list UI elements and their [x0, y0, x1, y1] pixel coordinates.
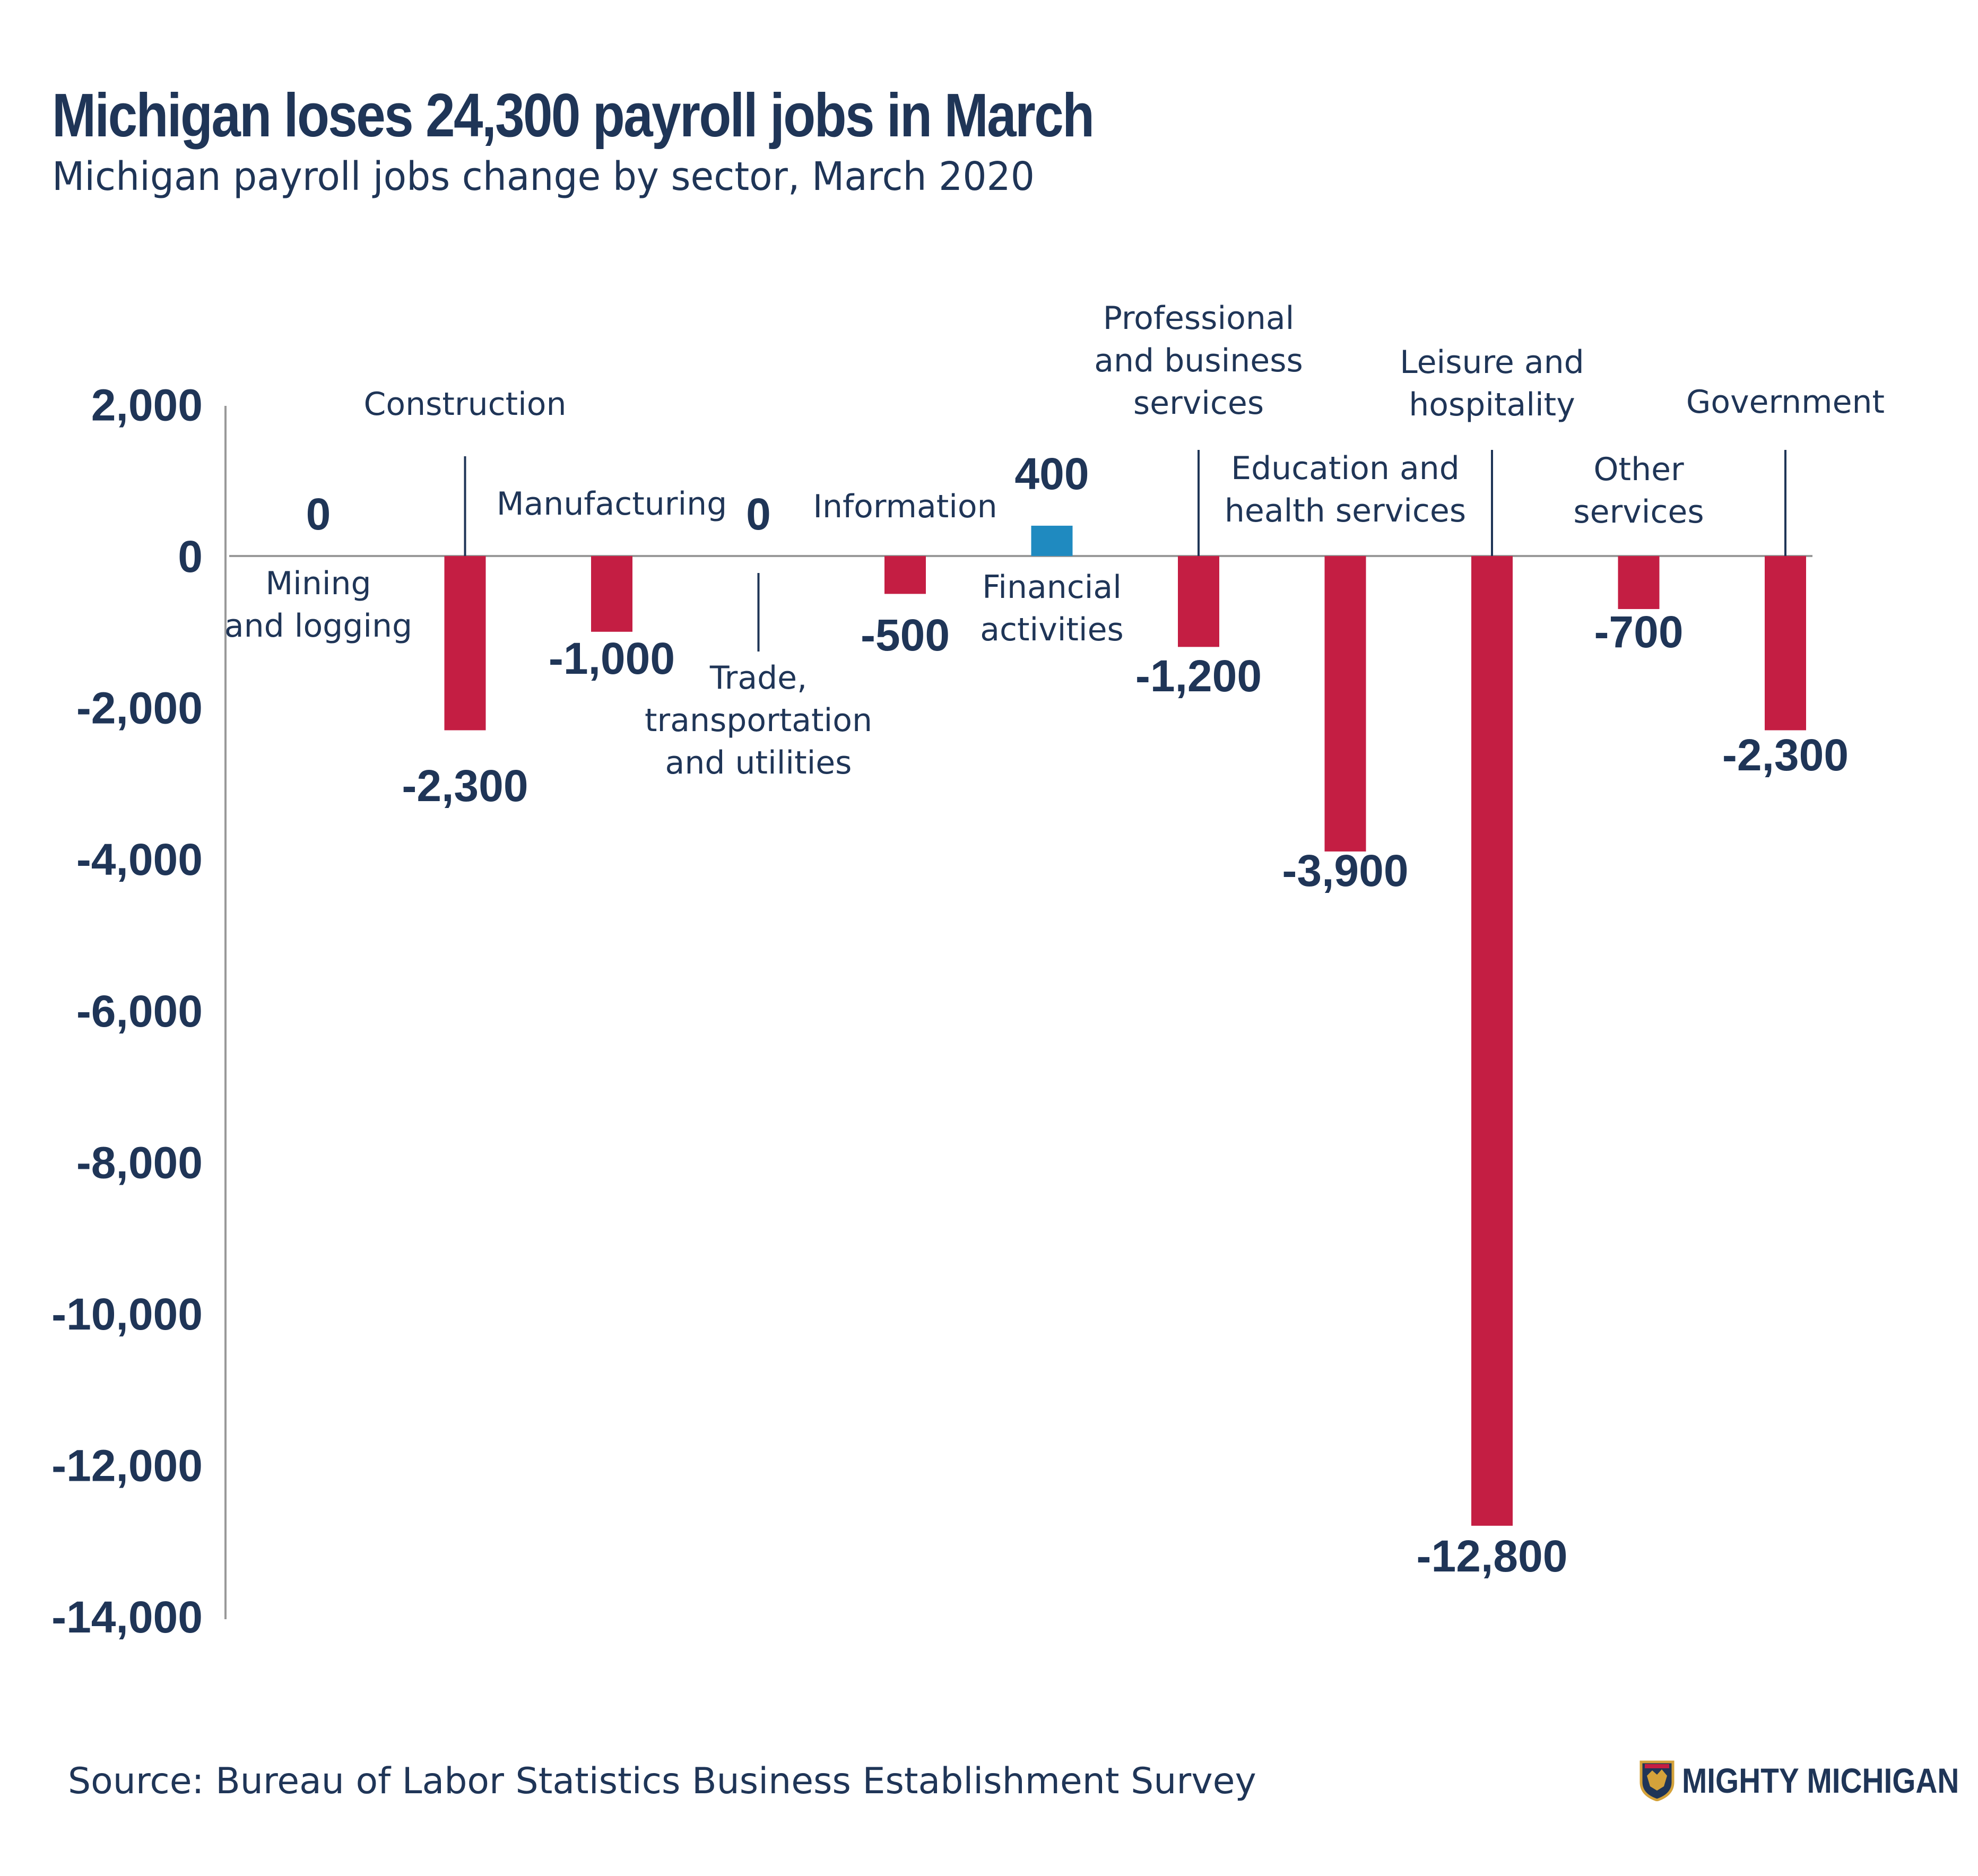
category-label: services [1573, 493, 1704, 531]
bar [1031, 525, 1073, 556]
bar [1324, 556, 1366, 852]
data-label: 0 [306, 489, 331, 539]
bar [591, 556, 632, 632]
category-label: Construction [363, 386, 566, 423]
data-label: -700 [1594, 607, 1683, 657]
bar [1471, 556, 1513, 1526]
y-tick-label: -14,000 [51, 1592, 203, 1642]
category-label: transportation [645, 702, 872, 739]
data-label: -1,200 [1135, 651, 1262, 701]
bar [444, 556, 486, 731]
brand-logo: MIGHTY MICHIGAN [1639, 1759, 1978, 1802]
category-label: Manufacturing [497, 485, 727, 523]
chart-title: Michigan loses 24,300 payroll jobs in Ma… [52, 81, 1095, 150]
category-label: Leisure and [1400, 344, 1584, 381]
bar [1765, 556, 1806, 731]
data-label: -1,000 [549, 633, 675, 683]
bar [1618, 556, 1660, 609]
category-label: Government [1686, 384, 1885, 421]
bar [884, 556, 926, 594]
category-label: health services [1225, 492, 1466, 529]
y-tick-label: 2,000 [91, 380, 203, 430]
data-label: -2,300 [402, 761, 528, 811]
data-label: -3,900 [1282, 846, 1408, 896]
category-label: and utilities [665, 744, 852, 781]
y-tick-label: -6,000 [76, 986, 203, 1036]
data-label: 400 [1014, 449, 1089, 499]
brand-name: MIGHTY MICHIGAN [1682, 1761, 1959, 1800]
source-note: Source: Bureau of Labor Statistics Busin… [68, 1760, 1256, 1802]
chart-subtitle: Michigan payroll jobs change by sector, … [52, 154, 1035, 199]
category-label: and business [1094, 342, 1303, 379]
category-label: Education and [1231, 450, 1460, 487]
category-label: and logging [224, 607, 412, 645]
y-tick-label: 0 [178, 532, 203, 581]
category-label: Professional [1103, 300, 1295, 337]
category-label: Information [813, 488, 997, 525]
y-tick-label: -8,000 [76, 1137, 203, 1187]
y-tick-label: -10,000 [51, 1289, 203, 1339]
michigan-shield-icon [1639, 1760, 1675, 1801]
category-label: Mining [265, 565, 371, 602]
data-label: -12,800 [1417, 1531, 1568, 1581]
bar [1178, 556, 1219, 647]
y-tick-label: -12,000 [51, 1441, 203, 1491]
y-tick-label: -4,000 [76, 835, 203, 884]
category-label: services [1133, 385, 1264, 422]
data-label: 0 [746, 489, 771, 539]
category-label: hospitality [1409, 386, 1575, 423]
category-label: activities [980, 611, 1124, 648]
category-label: Trade, [709, 659, 807, 697]
y-tick-label: -2,000 [76, 683, 203, 733]
category-label: Other [1593, 451, 1684, 488]
data-label: -500 [861, 610, 950, 660]
category-label: Financial [982, 569, 1122, 606]
data-label: -2,300 [1722, 730, 1849, 780]
